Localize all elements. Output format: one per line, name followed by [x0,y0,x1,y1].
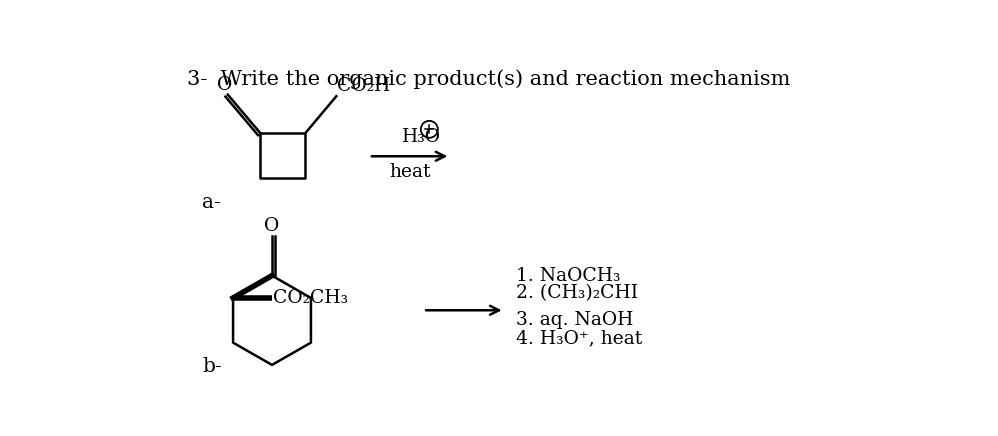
Text: H₃O: H₃O [402,128,441,146]
Text: O: O [264,217,279,235]
Text: O: O [218,76,233,94]
Text: 4. H₃O⁺, heat: 4. H₃O⁺, heat [516,330,643,348]
Text: b-: b- [203,357,222,376]
Text: a-: a- [203,193,221,212]
Text: 3. aq. NaOH: 3. aq. NaOH [516,311,634,329]
Text: CO₂H: CO₂H [337,77,390,95]
Text: heat: heat [389,163,431,181]
Text: 2. (CH₃)₂CHI: 2. (CH₃)₂CHI [516,284,639,302]
Text: 1. NaOCH₃: 1. NaOCH₃ [516,267,621,285]
Text: 3-  Write the organic product(s) and reaction mechanism: 3- Write the organic product(s) and reac… [187,69,790,89]
Text: CO₂CH₃: CO₂CH₃ [272,289,347,307]
